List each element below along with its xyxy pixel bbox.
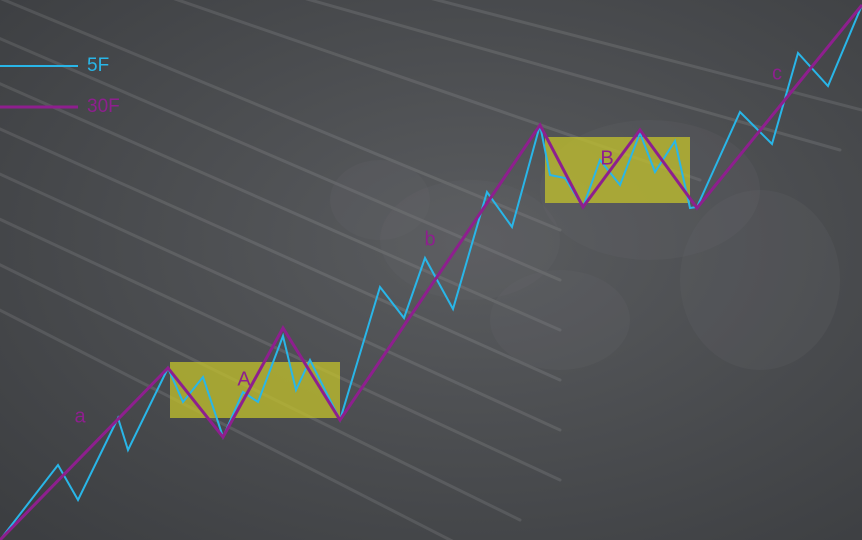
background-streak xyxy=(0,82,562,332)
wave-label-a: a xyxy=(74,405,86,427)
series-lines xyxy=(0,4,862,540)
background-streak xyxy=(0,172,562,432)
wave-labels: a b c A B xyxy=(74,62,782,427)
wave-label-A: A xyxy=(237,368,251,390)
wave-label-c: c xyxy=(772,62,782,84)
background-streak xyxy=(0,217,562,482)
map-landmass xyxy=(680,190,840,370)
background-streak xyxy=(0,308,454,540)
map-landmass xyxy=(490,270,630,370)
background-streak xyxy=(431,0,862,112)
series-line-5F xyxy=(0,4,862,540)
consolidation-zone-A xyxy=(170,362,340,418)
background-streak xyxy=(305,0,842,152)
map-landmass xyxy=(330,160,430,240)
wave-label-B: B xyxy=(600,147,613,169)
legend-label-5F: 5F xyxy=(87,55,109,76)
wave-label-b: b xyxy=(424,228,435,250)
legend: 5F 30F xyxy=(0,55,120,117)
map-landmass xyxy=(380,180,560,300)
consolidation-zones xyxy=(170,137,690,418)
series-line-30F xyxy=(0,4,862,540)
legend-label-30F: 30F xyxy=(87,96,120,117)
background-streak xyxy=(0,127,562,382)
background-streak xyxy=(0,0,562,232)
consolidation-zone-B xyxy=(545,137,690,203)
